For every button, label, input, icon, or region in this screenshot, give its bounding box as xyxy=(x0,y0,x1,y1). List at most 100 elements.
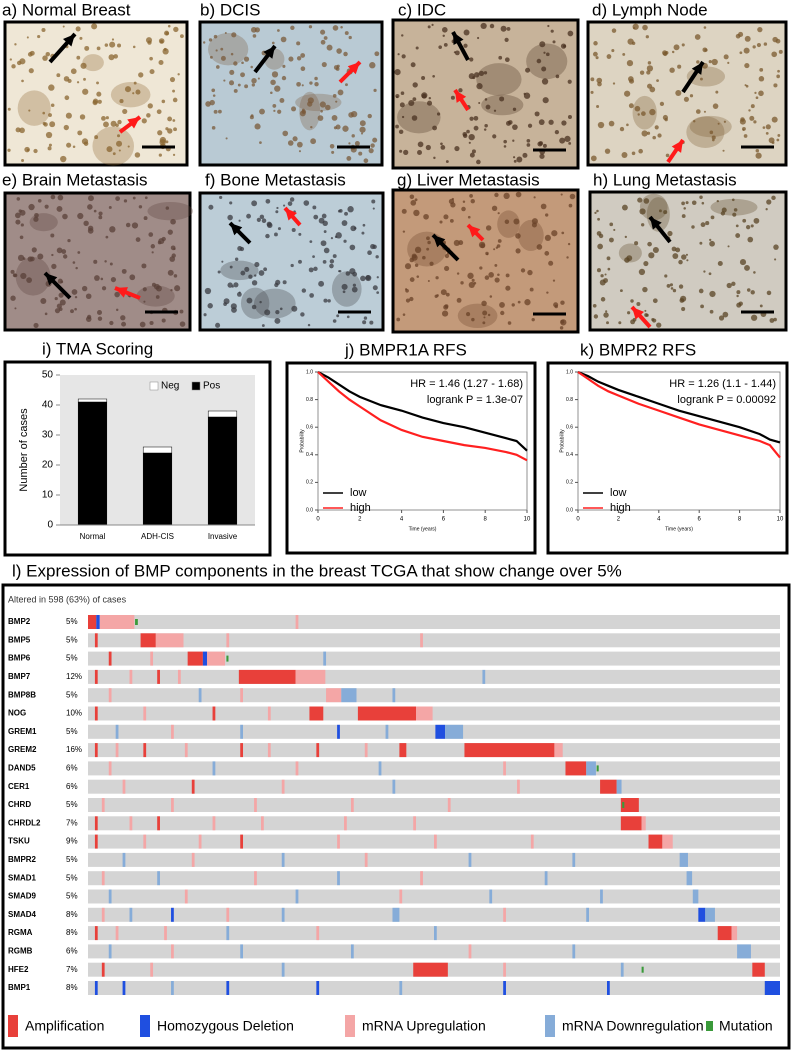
cell-nucleus xyxy=(771,116,778,123)
gene-name: BMP5 xyxy=(8,635,31,644)
alteration xyxy=(323,651,327,666)
cell-nucleus xyxy=(34,212,39,218)
cell-nucleus xyxy=(60,155,67,163)
arrow-head xyxy=(285,208,297,221)
legend-label: Neg xyxy=(161,381,179,392)
y-tick-label: 1.0 xyxy=(306,369,313,375)
cell-nucleus xyxy=(426,100,433,106)
cell-nucleus xyxy=(774,258,777,261)
cell-nucleus xyxy=(705,221,710,226)
alteration xyxy=(143,834,147,849)
mutation-mark xyxy=(596,765,599,772)
micrograph xyxy=(198,191,385,332)
cell-nucleus xyxy=(550,29,554,33)
gene-percent: 7% xyxy=(66,965,78,974)
cell-nucleus xyxy=(368,148,374,154)
cell-nucleus xyxy=(133,81,137,85)
cell-nucleus xyxy=(538,119,545,126)
cell-nucleus xyxy=(157,240,162,245)
y-tick-label: 0 xyxy=(47,520,53,531)
cell-nucleus xyxy=(405,298,411,303)
cell-nucleus xyxy=(131,222,139,229)
cell-nucleus xyxy=(219,195,223,200)
cell-nucleus xyxy=(352,271,358,277)
arrow-head xyxy=(62,34,75,47)
cell-nucleus xyxy=(731,198,735,202)
cell-nucleus xyxy=(135,89,141,95)
cell-nucleus xyxy=(237,83,241,87)
cell-nucleus xyxy=(75,26,81,32)
cell-nucleus xyxy=(646,65,654,72)
cell-nucleus xyxy=(280,36,287,43)
cell-nucleus xyxy=(161,318,166,323)
cell-nucleus xyxy=(246,297,253,304)
plot-frame xyxy=(317,371,528,511)
cell-nucleus xyxy=(524,299,531,306)
cell-nucleus xyxy=(735,233,741,238)
legend-label: Amplification xyxy=(25,1018,104,1034)
cell-nucleus xyxy=(71,289,78,295)
cell-nucleus xyxy=(529,287,534,292)
cell-nucleus xyxy=(287,201,293,206)
cell-nucleus xyxy=(539,153,545,159)
cell-nucleus xyxy=(167,269,174,276)
survival-curve xyxy=(317,371,528,452)
cell-nucleus xyxy=(213,109,218,114)
cell-nucleus xyxy=(94,275,100,281)
cell-nucleus xyxy=(499,302,505,308)
cell-nucleus xyxy=(274,85,281,92)
gene-name: BMPR2 xyxy=(8,855,37,864)
cell-nucleus xyxy=(401,54,406,59)
alteration xyxy=(150,651,154,666)
alteration xyxy=(586,907,590,922)
alteration xyxy=(184,743,188,758)
cell-nucleus xyxy=(296,81,301,87)
alteration xyxy=(413,962,448,977)
y-tick-label: 1.0 xyxy=(566,369,573,375)
panel-label: c) IDC xyxy=(398,0,446,19)
cell-nucleus xyxy=(539,41,546,48)
cell-nucleus xyxy=(560,300,565,305)
track-background xyxy=(88,798,780,812)
cell-nucleus xyxy=(165,206,170,210)
arrow-head xyxy=(453,32,464,45)
alteration xyxy=(164,926,167,941)
cell-nucleus xyxy=(433,156,436,160)
cell-nucleus xyxy=(28,109,31,112)
cell-nucleus xyxy=(250,65,253,69)
alteration xyxy=(503,761,506,776)
cell-nucleus xyxy=(108,54,115,61)
cell-nucleus xyxy=(718,315,725,321)
mutation-mark xyxy=(135,619,138,625)
alteration xyxy=(420,871,423,886)
cell-nucleus xyxy=(592,303,597,308)
gene-percent: 5% xyxy=(66,892,78,901)
cell-nucleus xyxy=(229,265,233,269)
cell-nucleus xyxy=(636,301,641,306)
x-tick-label: 8 xyxy=(484,517,488,523)
cell-nucleus xyxy=(640,223,645,227)
cell-nucleus xyxy=(150,244,156,249)
cell-nucleus xyxy=(236,292,242,297)
alteration xyxy=(240,743,244,758)
cell-nucleus xyxy=(443,304,449,310)
cell-nucleus xyxy=(151,251,154,254)
cell-nucleus xyxy=(215,322,221,328)
cell-nucleus xyxy=(628,103,634,109)
cell-nucleus xyxy=(170,288,173,292)
cell-nucleus xyxy=(118,149,121,152)
cell-nucleus xyxy=(445,160,449,163)
cell-nucleus xyxy=(531,317,535,322)
alteration xyxy=(503,962,506,977)
cell-nucleus xyxy=(289,197,295,202)
cell-nucleus xyxy=(174,285,181,292)
cell-nucleus xyxy=(159,39,164,44)
cell-nucleus xyxy=(367,250,372,256)
cell-nucleus xyxy=(322,259,327,264)
alteration xyxy=(212,761,216,776)
cell-nucleus xyxy=(611,28,617,33)
cell-nucleus xyxy=(37,198,42,203)
cell-nucleus xyxy=(116,140,123,147)
cell-nucleus xyxy=(483,316,486,319)
annotation: logrank P = 0.00092 xyxy=(677,394,776,406)
